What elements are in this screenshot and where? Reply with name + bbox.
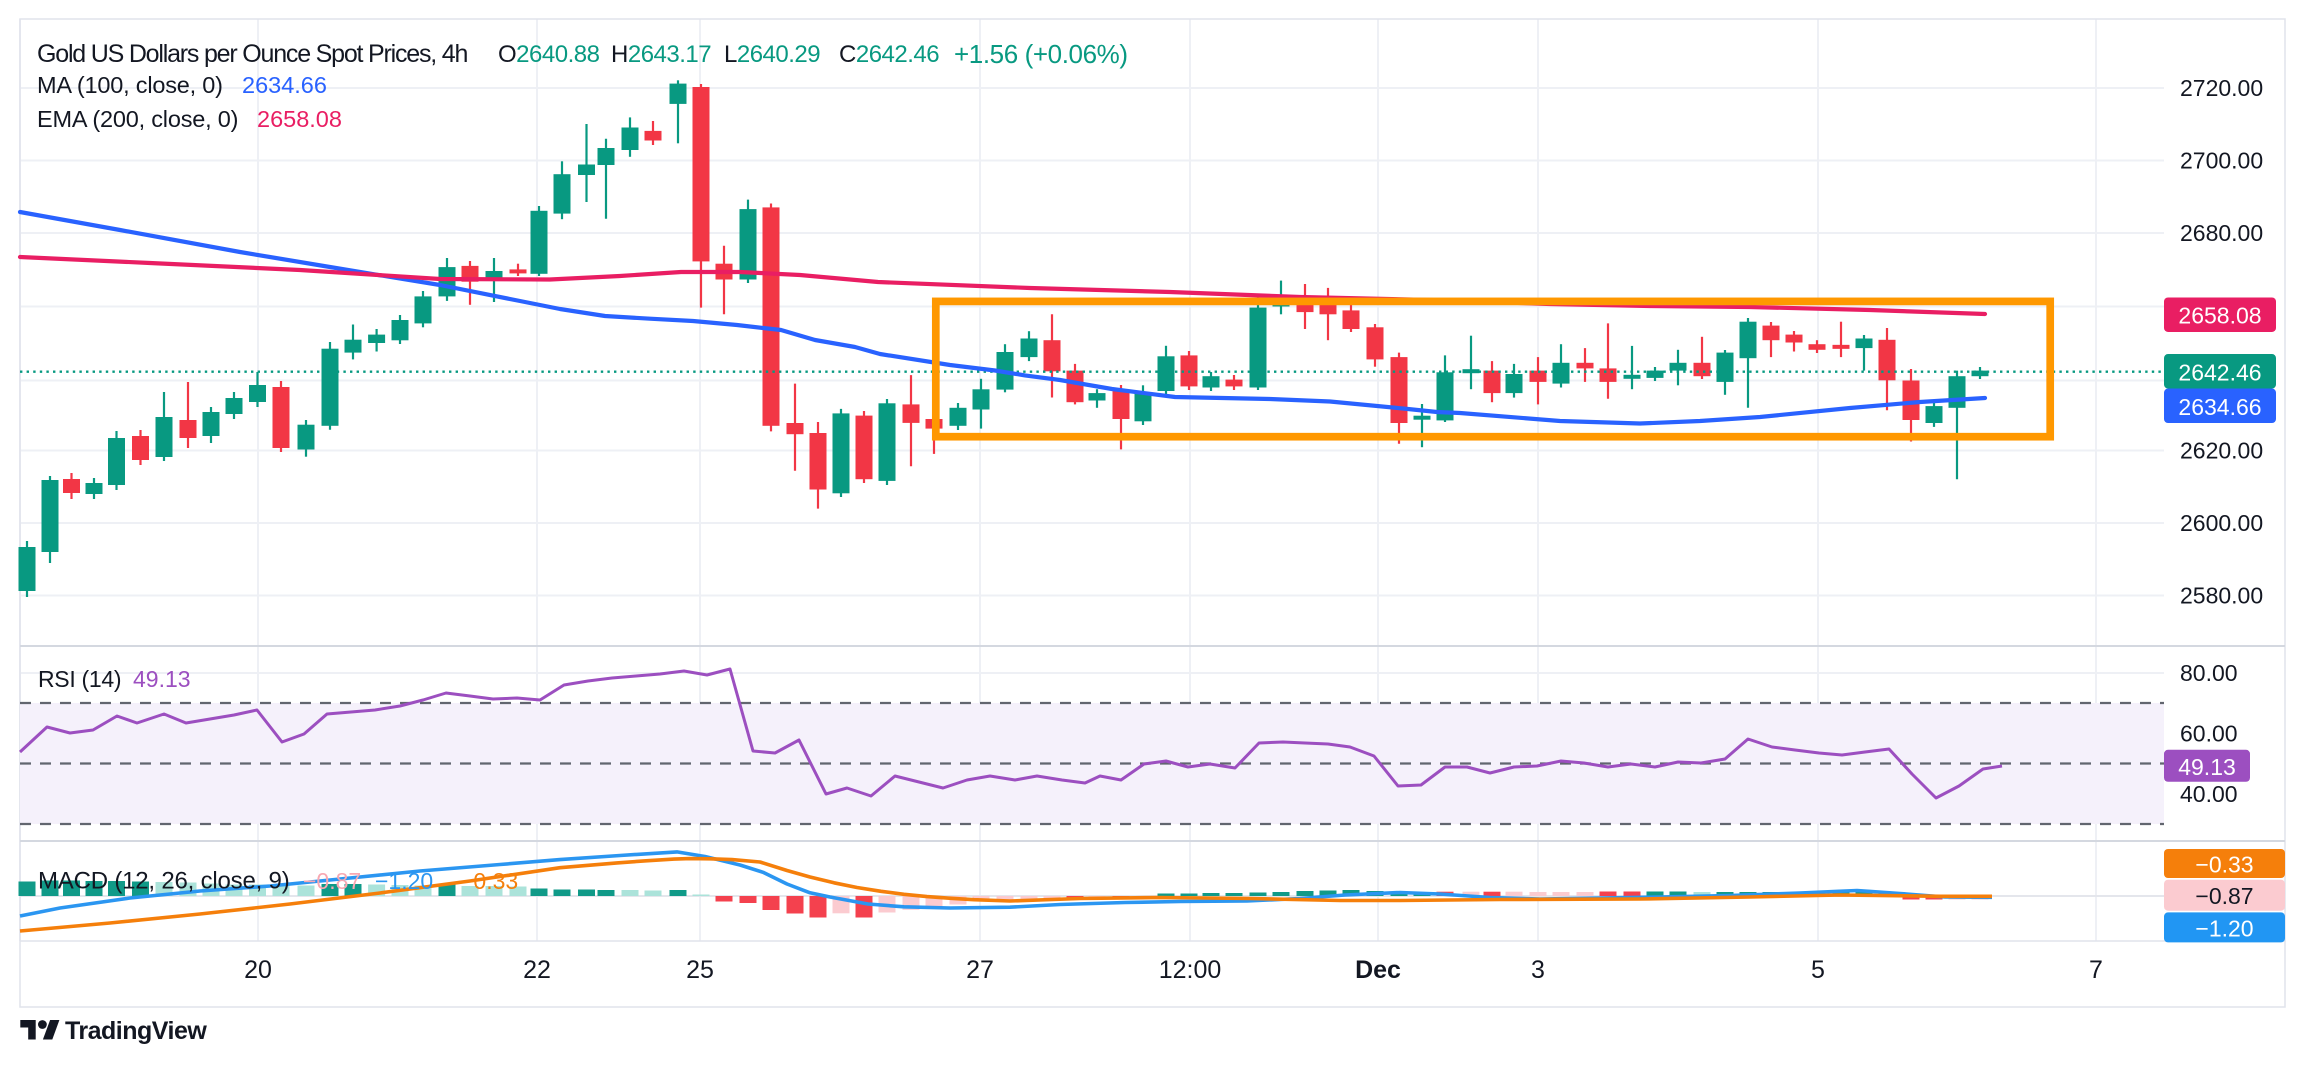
svg-text:−1.20: −1.20 bbox=[375, 868, 433, 894]
svg-text:2634.66: 2634.66 bbox=[2178, 394, 2261, 420]
svg-text:MA (100, close, 0): MA (100, close, 0) bbox=[37, 72, 223, 98]
svg-text:2634.66: 2634.66 bbox=[242, 72, 327, 98]
svg-text:25: 25 bbox=[686, 956, 714, 984]
svg-text:2720.00: 2720.00 bbox=[2180, 75, 2263, 101]
svg-text:2658.08: 2658.08 bbox=[2178, 303, 2261, 329]
svg-text:7: 7 bbox=[2089, 956, 2103, 984]
svg-text:−0.87: −0.87 bbox=[303, 868, 361, 894]
svg-text:L2640.29: L2640.29 bbox=[724, 41, 820, 68]
svg-text:C2642.46: C2642.46 bbox=[839, 41, 939, 68]
svg-text:12:00: 12:00 bbox=[1159, 956, 1222, 984]
svg-text:−1.20: −1.20 bbox=[2195, 915, 2253, 941]
svg-text:40.00: 40.00 bbox=[2180, 781, 2238, 807]
svg-text:49.13: 49.13 bbox=[2178, 754, 2236, 780]
svg-text:20: 20 bbox=[244, 956, 272, 984]
svg-text:2600.00: 2600.00 bbox=[2180, 510, 2263, 536]
svg-text:H2643.17: H2643.17 bbox=[611, 41, 711, 68]
svg-text:60.00: 60.00 bbox=[2180, 720, 2238, 746]
svg-text:TradingView: TradingView bbox=[65, 1017, 207, 1045]
svg-text:MACD (12, 26, close, 9): MACD (12, 26, close, 9) bbox=[38, 868, 290, 895]
svg-text:22: 22 bbox=[523, 956, 551, 984]
svg-text:O2640.88: O2640.88 bbox=[498, 41, 600, 68]
svg-text:−0.87: −0.87 bbox=[2195, 883, 2253, 909]
svg-text:27: 27 bbox=[966, 956, 994, 984]
svg-text:2620.00: 2620.00 bbox=[2180, 438, 2263, 464]
svg-text:2680.00: 2680.00 bbox=[2180, 220, 2263, 246]
svg-text:−0.33: −0.33 bbox=[2195, 852, 2253, 878]
svg-text:5: 5 bbox=[1811, 956, 1825, 984]
svg-text:3: 3 bbox=[1531, 956, 1545, 984]
svg-text:Dec: Dec bbox=[1355, 956, 1401, 984]
svg-text:Gold US Dollars per Ounce Spot: Gold US Dollars per Ounce Spot Prices, 4… bbox=[37, 40, 467, 68]
svg-text:+1.56 (+0.06%): +1.56 (+0.06%) bbox=[954, 39, 1128, 69]
svg-text:RSI (14): RSI (14) bbox=[38, 666, 121, 692]
svg-text:80.00: 80.00 bbox=[2180, 660, 2238, 686]
svg-text:2700.00: 2700.00 bbox=[2180, 148, 2263, 174]
svg-text:49.13: 49.13 bbox=[133, 666, 191, 692]
svg-text:2580.00: 2580.00 bbox=[2180, 583, 2263, 609]
svg-text:2658.08: 2658.08 bbox=[257, 106, 342, 132]
svg-text:EMA (200, close, 0): EMA (200, close, 0) bbox=[37, 106, 238, 132]
svg-text:−0.33: −0.33 bbox=[460, 868, 518, 894]
svg-text:2642.46: 2642.46 bbox=[2178, 359, 2261, 385]
